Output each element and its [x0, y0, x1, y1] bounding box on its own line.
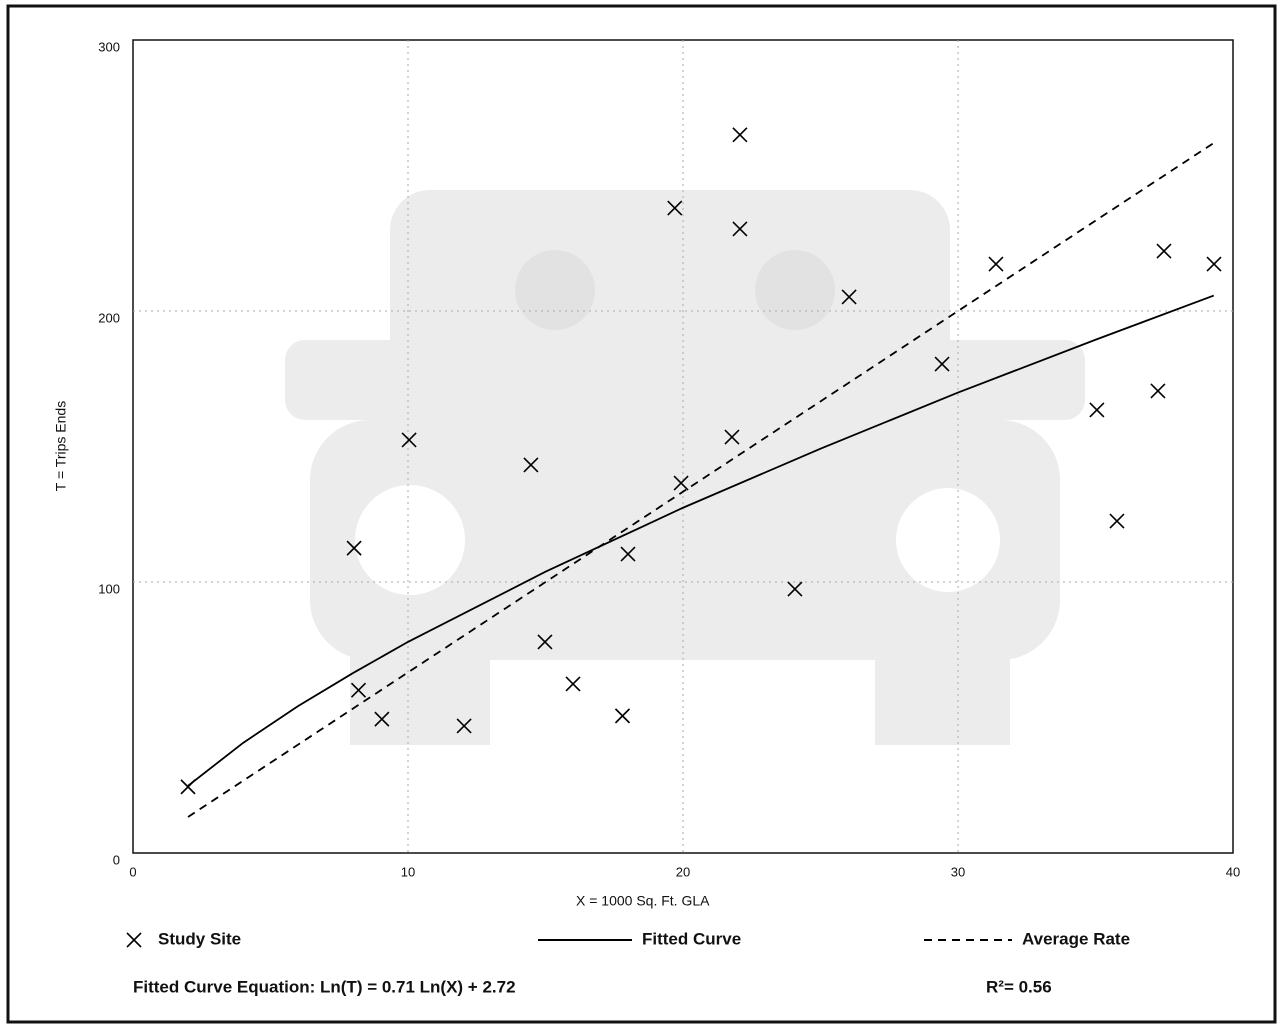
x-tick-label: 30 [951, 864, 965, 879]
y-tick-label: 300 [98, 39, 120, 54]
legend-label: Study Site [158, 929, 241, 948]
y-tick-label: 200 [98, 310, 120, 325]
equation: Fitted Curve Equation: Ln(T) = 0.71 Ln(X… [133, 977, 516, 996]
y-axis-label: T = Trips Ends [53, 401, 69, 491]
y-tick-label: 0 [113, 852, 120, 867]
x-tick-label: 40 [1226, 864, 1240, 879]
x-tick-label: 20 [676, 864, 690, 879]
chart: X = 1000 Sq. Ft. GLA T = Trips Ends Fitt… [0, 0, 1283, 1024]
y-tick-label: 100 [98, 581, 120, 596]
x-axis-label: X = 1000 Sq. Ft. GLA [576, 893, 710, 909]
x-tick-label: 0 [129, 864, 136, 879]
r-squared: R²= 0.56 [986, 977, 1052, 996]
legend-label: Average Rate [1022, 929, 1130, 948]
legend-label: Fitted Curve [642, 929, 741, 948]
x-tick-label: 10 [401, 864, 415, 879]
